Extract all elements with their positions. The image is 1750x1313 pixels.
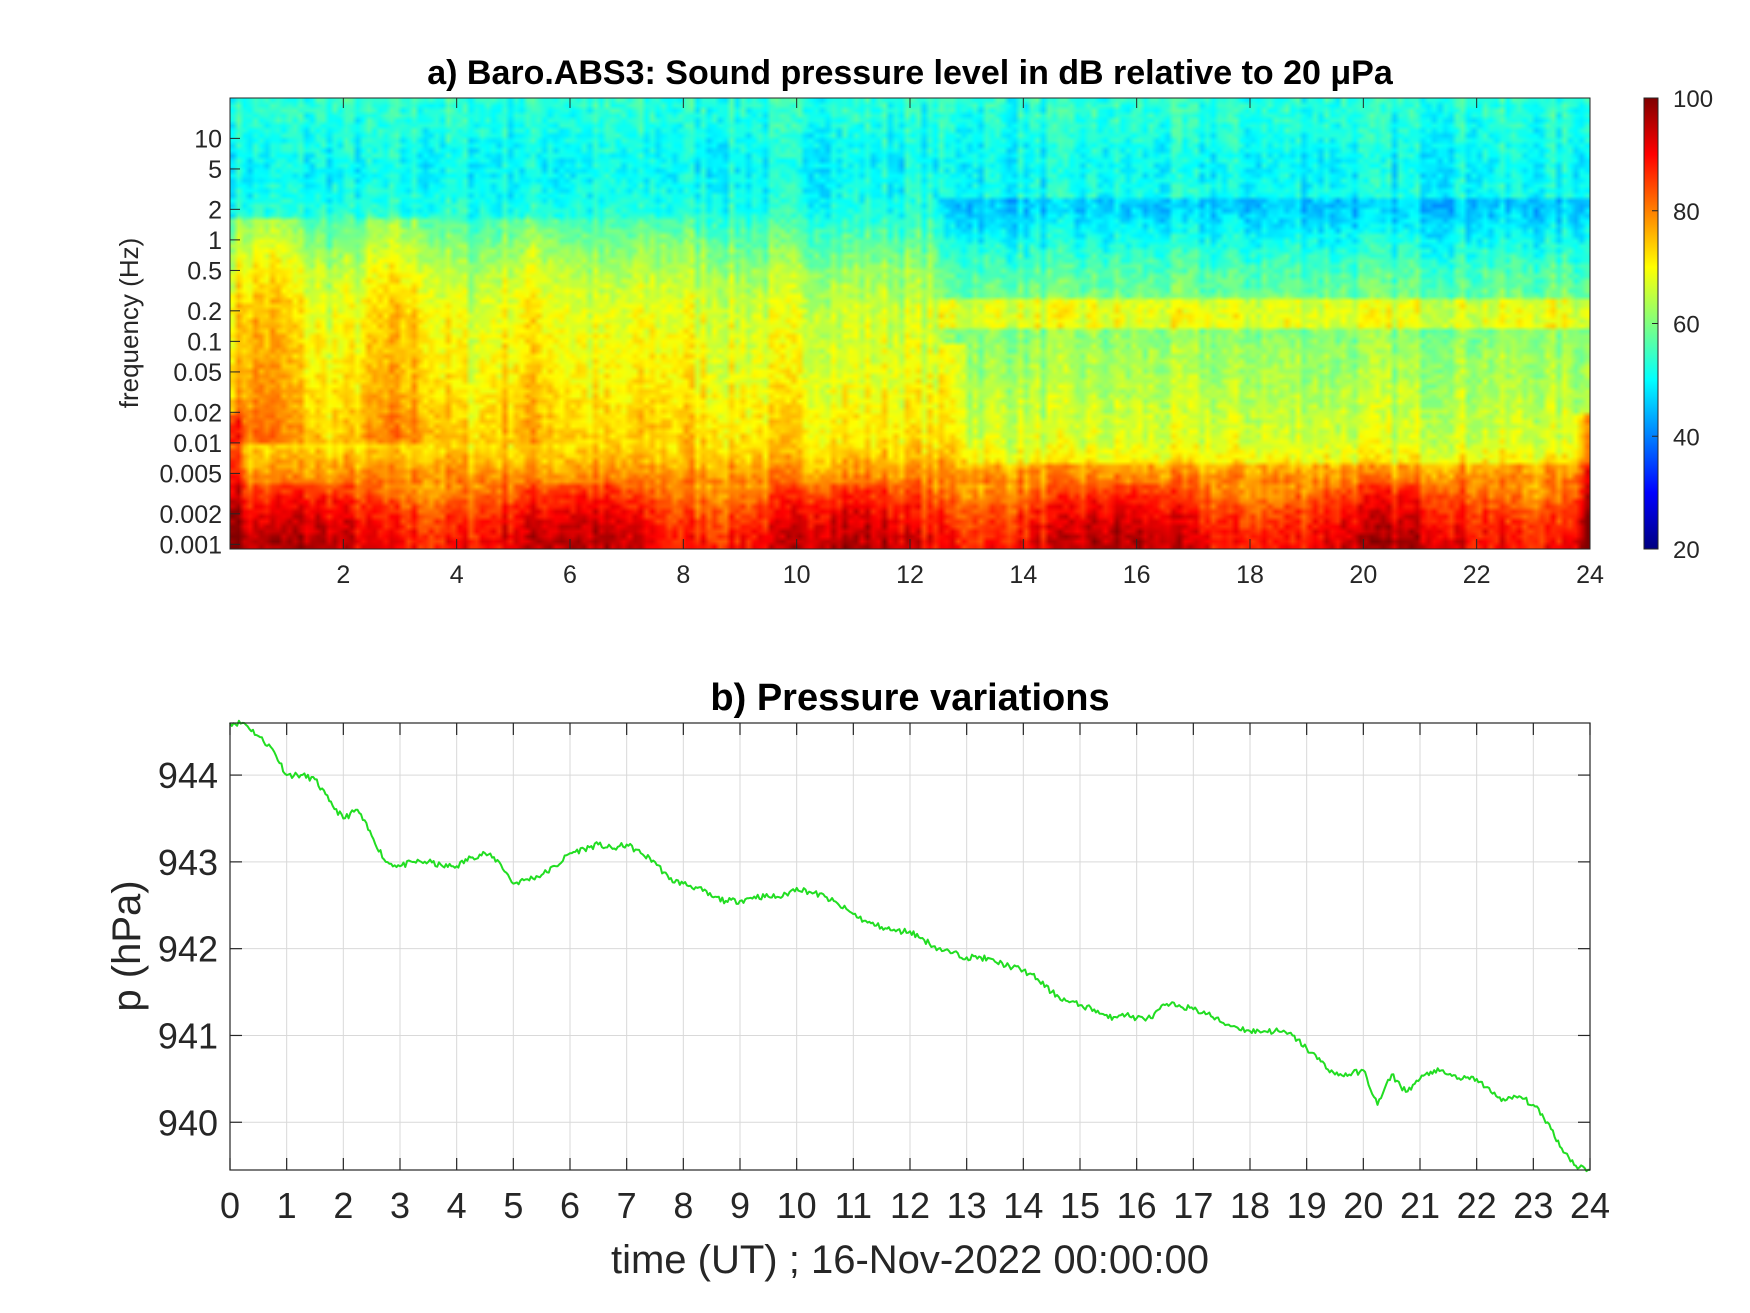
spectrogram-x-tick-label: 4 [450,561,464,589]
pressure-x-tick-label: 24 [1570,1185,1610,1226]
pressure-x-tick-label: 17 [1173,1185,1213,1226]
pressure-x-tick-label: 15 [1060,1185,1100,1226]
spectrogram-x-tick-label: 2 [336,561,350,589]
colorbar-tick-label: 80 [1673,199,1700,226]
spectrogram-x-tick-label: 18 [1236,561,1264,589]
colorbar-ticks: 20 40 60 80 100 [1652,86,1713,564]
spectrogram-y-tick-label: 0.02 [173,399,222,427]
pressure-x-tick-label: 3 [390,1185,410,1226]
pressure-y-axis: 940 941 942 943 944 [158,755,1590,1143]
spectrogram-heatmap [230,98,1590,549]
spectrogram-y-tick-label: 0.1 [187,328,222,356]
pressure-x-tick-label: 1 [277,1185,297,1226]
pressure-x-tick-label: 14 [1003,1185,1043,1226]
pressure-x-tick-label: 5 [503,1185,523,1226]
spectrogram-x-tick-label: 22 [1463,561,1491,589]
colorbar-tick-label: 20 [1673,537,1700,564]
pressure-x-tick-label: 20 [1343,1185,1383,1226]
spectrogram-x-tick-label: 16 [1123,561,1151,589]
pressure-y-tick-label: 941 [158,1015,218,1056]
pressure-x-tick-label: 9 [730,1185,750,1226]
colorbar-tick-label: 40 [1673,424,1700,451]
spectrogram-x-tick-label: 12 [896,561,924,589]
pressure-x-tick-label: 23 [1513,1185,1553,1226]
spectrogram-y-tick-label: 0.2 [187,298,222,326]
pressure-y-tick-label: 940 [158,1102,218,1143]
pressure-x-tick-label: 18 [1230,1185,1270,1226]
spectrogram-y-tick-label: 0.001 [159,531,222,559]
pressure-series-line [229,719,1591,1173]
pressure-x-tick-label: 2 [333,1185,353,1226]
colorbar-tick-label: 60 [1673,312,1700,339]
pressure-x-tick-label: 11 [835,1185,872,1226]
spectrogram-y-tick-label: 0.5 [187,257,222,285]
pressure-x-tick-label: 13 [947,1185,987,1226]
spectrogram-x-axis: 2 4 6 8 10 12 14 16 18 20 22 24 [336,98,1604,589]
pressure-y-tick-label: 944 [158,755,218,796]
pressure-x-tick-label: 19 [1287,1185,1327,1226]
spectrogram-y-tick-label: 5 [208,156,222,184]
spectrogram-x-tick-label: 10 [783,561,811,589]
spectrogram-y-tick-label: 0.002 [159,501,222,529]
spectrogram-x-tick-label: 24 [1576,561,1604,589]
spectrogram-y-tick-label: 2 [208,196,222,224]
pressure-panel: b) Pressure variations 0 1 2 3 4 5 6 7 8 9 10 11 12 1… [105,677,1610,1282]
pressure-grid [229,723,1591,1170]
spectrogram-y-tick-label: 1 [208,227,222,255]
colorbar-tick-label: 100 [1673,86,1713,113]
spectrogram-title: a) Baro.ABS3: Sound pressure level in dB… [427,54,1394,92]
spectrogram-x-tick-label: 6 [563,561,577,589]
pressure-x-label: time (UT) ; 16-Nov-2022 00:00:00 [611,1238,1209,1282]
pressure-title: b) Pressure variations [710,677,1109,719]
spectrogram-y-tick-label: 0.005 [159,460,222,488]
spectrogram-y-tick-label: 0.01 [173,430,222,458]
pressure-x-tick-label: 7 [617,1185,637,1226]
spectrogram-y-tick-label: 10 [194,125,222,153]
spectrogram-x-tick-label: 14 [1009,561,1037,589]
pressure-x-tick-label: 4 [447,1185,467,1226]
spectrogram-x-tick-label: 8 [676,561,690,589]
spectrogram-panel: a) Baro.ABS3: Sound pressure level in dB… [114,54,1713,589]
pressure-x-tick-label: 8 [673,1185,693,1226]
spectrogram-x-tick-label: 20 [1349,561,1377,589]
pressure-x-axis: 0 1 2 3 4 5 6 7 8 9 10 11 12 13 14 15 16 17 18 19 20 21 22 23 24 [220,723,1610,1226]
pressure-y-label: p (hPa) [105,880,149,1011]
spectrogram-y-tick-label: 0.05 [173,359,222,387]
pressure-x-tick-label: 16 [1117,1185,1157,1226]
pressure-y-tick-label: 943 [158,842,218,883]
pressure-x-tick-label: 0 [220,1185,240,1226]
pressure-x-tick-label: 10 [777,1185,817,1226]
spectrogram-y-label: frequency (Hz) [114,238,144,409]
pressure-y-tick-label: 942 [158,929,218,970]
pressure-x-tick-label: 22 [1457,1185,1497,1226]
pressure-x-tick-label: 21 [1400,1185,1440,1226]
pressure-x-tick-label: 6 [560,1185,580,1226]
pressure-x-tick-label: 12 [890,1185,930,1226]
